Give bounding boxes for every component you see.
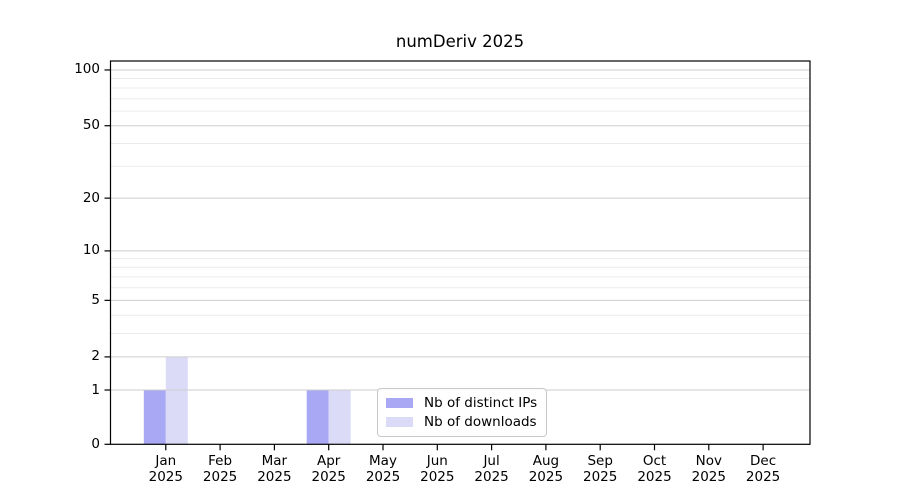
y-tick-label: 50 bbox=[82, 117, 100, 134]
legend-item-downloads: Nb of downloads bbox=[386, 414, 546, 431]
legend-label-distinct-ips: Nb of distinct IPs bbox=[424, 394, 538, 411]
y-tick-label: 5 bbox=[91, 291, 100, 308]
x-tick-label: May 2025 bbox=[365, 453, 401, 485]
x-tick-label: Apr 2025 bbox=[311, 453, 346, 485]
y-tick-label: 2 bbox=[91, 348, 100, 365]
legend-label-downloads: Nb of downloads bbox=[424, 413, 537, 430]
bar-downloads-apr bbox=[328, 390, 351, 445]
x-tick-label: Dec 2025 bbox=[745, 453, 781, 485]
legend-swatch-downloads-icon bbox=[386, 417, 413, 427]
x-tick-label: Oct 2025 bbox=[637, 453, 672, 485]
x-tick-label: Feb 2025 bbox=[202, 453, 238, 485]
bar-downloads-jan bbox=[165, 356, 188, 445]
x-tick-label: Jun 2025 bbox=[420, 453, 455, 485]
y-tick-label: 1 bbox=[91, 381, 100, 398]
y-tick-label: 10 bbox=[82, 242, 100, 259]
legend: Nb of distinct IPs Nb of downloads bbox=[377, 388, 547, 437]
bar-distinct-ips-jan bbox=[143, 390, 166, 445]
y-tick-label: 100 bbox=[74, 61, 100, 78]
x-tick-label: Nov 2025 bbox=[691, 453, 726, 485]
legend-item-distinct-ips: Nb of distinct IPs bbox=[386, 395, 546, 412]
y-tick-label: 0 bbox=[91, 435, 100, 452]
x-tick-label: Jul 2025 bbox=[474, 453, 509, 485]
x-tick-label: Mar 2025 bbox=[257, 453, 292, 485]
y-tick-label: 20 bbox=[82, 189, 100, 206]
legend-swatch-distinct-ips-icon bbox=[386, 398, 413, 408]
x-tick-label: Aug 2025 bbox=[528, 453, 564, 485]
x-tick-label: Jan 2025 bbox=[148, 453, 183, 485]
plot-spines bbox=[109, 60, 811, 445]
chart-title: numDeriv 2025 bbox=[395, 32, 525, 51]
x-tick-label: Sep 2025 bbox=[583, 453, 618, 485]
bar-distinct-ips-apr bbox=[306, 390, 329, 445]
